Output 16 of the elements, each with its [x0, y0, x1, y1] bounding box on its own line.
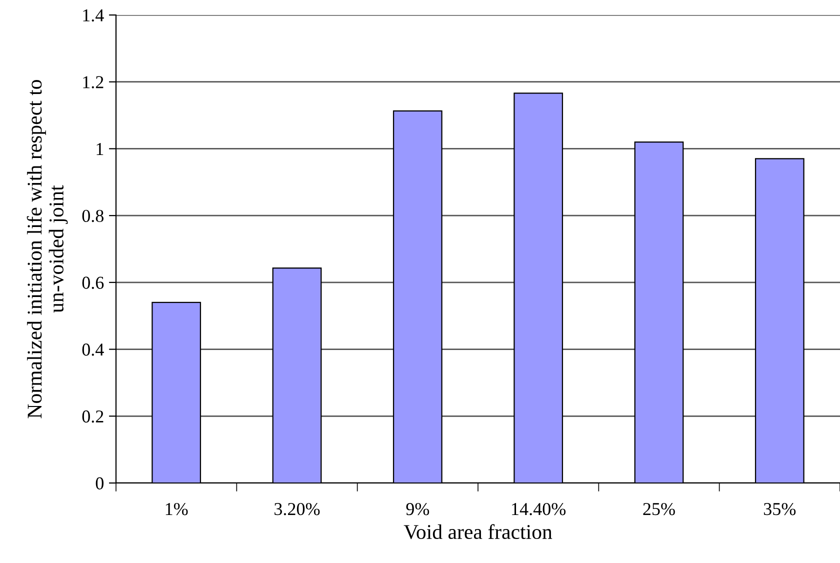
y-axis-title: Normalized initiation life with respect to un-voided joint: [26, 80, 68, 418]
x-tick-label: 9%: [406, 502, 430, 516]
x-axis-title: Void area fraction: [404, 524, 552, 540]
y-tick-label: 0: [96, 477, 104, 490]
y-tick-label: 1.4: [83, 9, 104, 22]
x-tick-label: 14.40%: [512, 502, 566, 516]
y-tick-label: 0.2: [82, 410, 104, 423]
x-tick-label: 3.20%: [274, 502, 320, 516]
x-tick-label: 35%: [764, 502, 796, 516]
x-tick-label: 1%: [166, 502, 188, 516]
y-tick-label: 0.4: [82, 344, 104, 356]
y-tick-label: 1.2: [83, 76, 104, 88]
y-tick-label: 1: [96, 143, 104, 155]
y-tick-label: 0.6: [82, 276, 104, 289]
x-tick-label: 25%: [643, 502, 675, 516]
y-tick-label: 0.8: [82, 210, 104, 222]
